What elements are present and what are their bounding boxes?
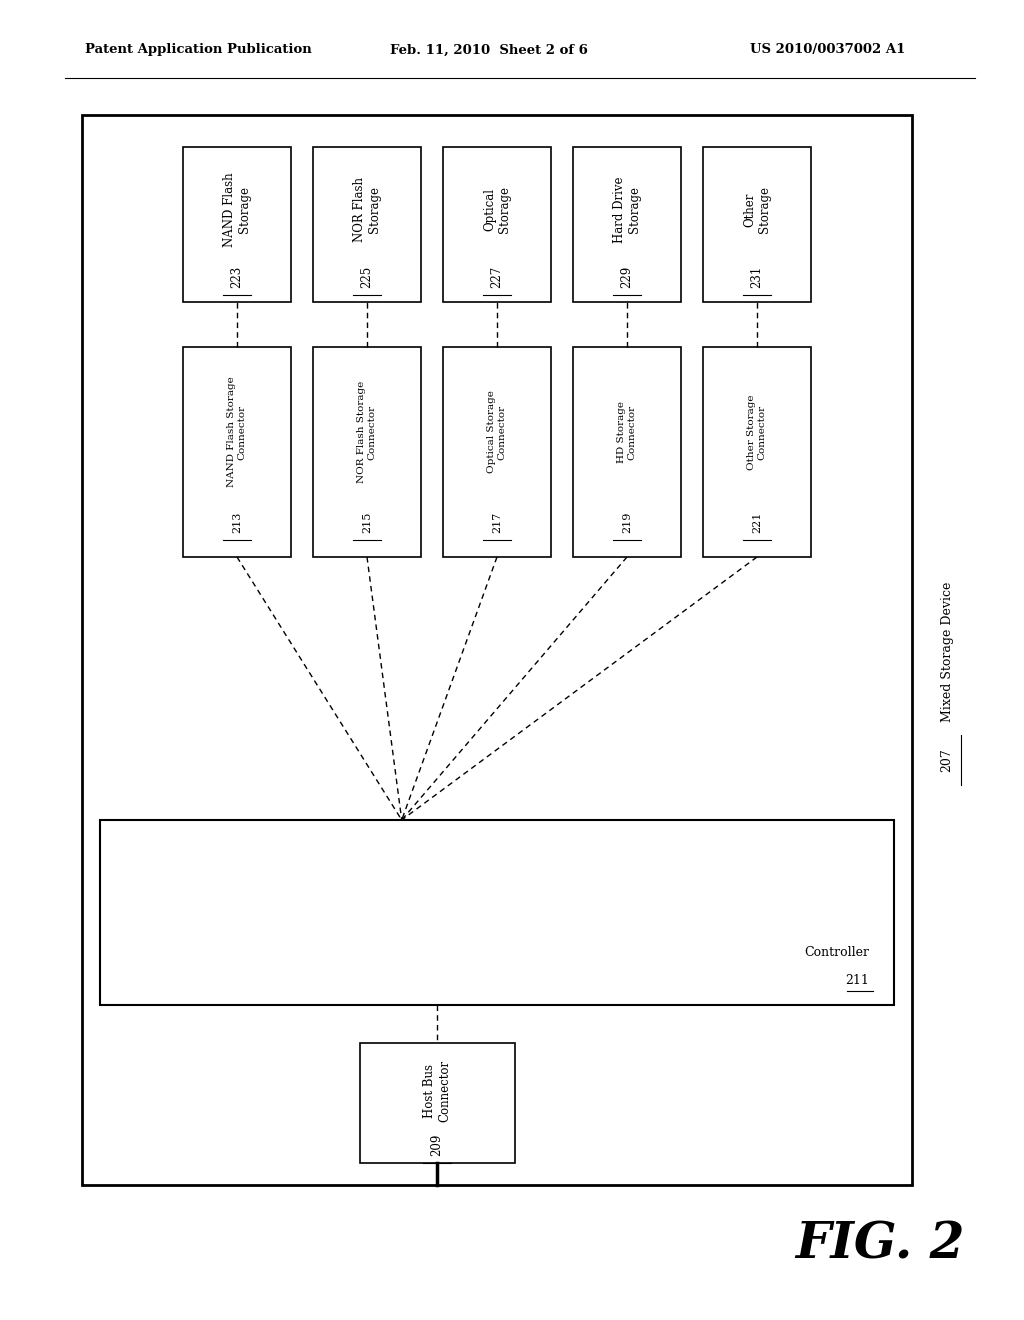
Text: US 2010/0037002 A1: US 2010/0037002 A1 [750, 44, 905, 57]
Text: 221: 221 [752, 511, 762, 533]
Text: 217: 217 [492, 511, 502, 533]
Text: NOR Flash
Storage: NOR Flash Storage [353, 177, 381, 242]
Bar [703, 347, 811, 557]
Text: Mixed Storage Device: Mixed Storage Device [940, 578, 953, 722]
Text: Hard Drive
Storage: Hard Drive Storage [613, 177, 641, 243]
Bar [313, 347, 421, 557]
Text: 231: 231 [751, 265, 764, 288]
Bar [82, 115, 912, 1185]
Text: HD Storage
Connector: HD Storage Connector [617, 401, 637, 463]
Bar [703, 147, 811, 302]
Bar [359, 1043, 514, 1163]
Text: 213: 213 [232, 511, 242, 533]
Bar [443, 147, 551, 302]
Bar [573, 347, 681, 557]
Text: 225: 225 [360, 265, 374, 288]
Text: FIG. 2: FIG. 2 [796, 1221, 965, 1270]
Text: Other
Storage: Other Storage [743, 186, 771, 234]
Bar [573, 147, 681, 302]
Text: 223: 223 [230, 265, 244, 288]
Bar [100, 820, 894, 1005]
Text: 211: 211 [845, 973, 869, 986]
Text: Host Bus
Connector: Host Bus Connector [423, 1060, 451, 1122]
Text: Patent Application Publication: Patent Application Publication [85, 44, 311, 57]
Text: NOR Flash Storage
Connector: NOR Flash Storage Connector [357, 381, 377, 483]
Text: 209: 209 [430, 1134, 443, 1156]
Text: NAND Flash
Storage: NAND Flash Storage [223, 172, 251, 247]
Text: 207: 207 [940, 748, 953, 772]
Bar [443, 347, 551, 557]
Text: 215: 215 [362, 511, 372, 533]
Bar [183, 147, 291, 302]
Text: 219: 219 [622, 511, 632, 533]
Text: 229: 229 [621, 265, 634, 288]
Text: NAND Flash Storage
Connector: NAND Flash Storage Connector [227, 376, 247, 487]
Text: Other Storage
Connector: Other Storage Connector [748, 395, 767, 470]
Text: 227: 227 [490, 265, 504, 288]
Bar [313, 147, 421, 302]
Text: Feb. 11, 2010  Sheet 2 of 6: Feb. 11, 2010 Sheet 2 of 6 [390, 44, 588, 57]
Text: Optical Storage
Connector: Optical Storage Connector [487, 391, 507, 474]
Text: Optical
Storage: Optical Storage [483, 186, 511, 234]
Text: Controller: Controller [804, 946, 869, 960]
Bar [183, 347, 291, 557]
